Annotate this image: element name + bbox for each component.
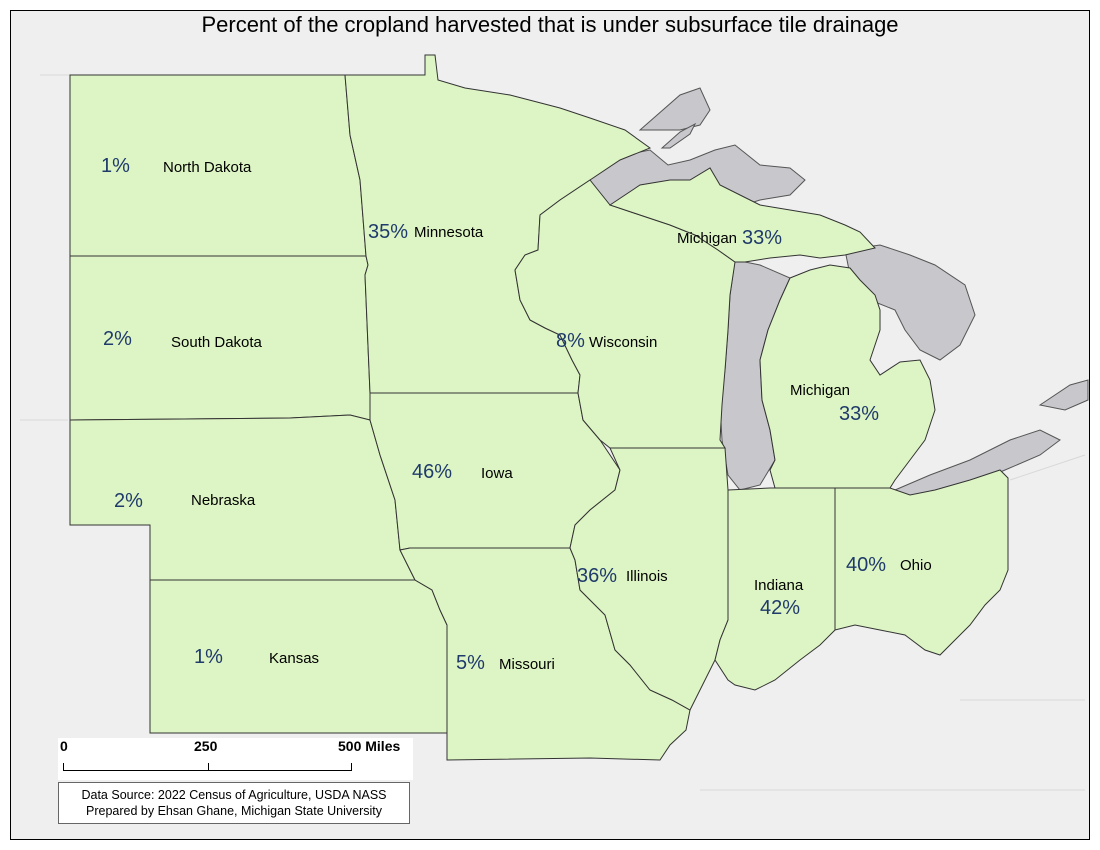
pct-wisconsin: 8%: [556, 330, 585, 352]
pct-michigan-up: 33%: [742, 227, 782, 249]
state-ohio: [834, 469, 1009, 656]
label-indiana: Indiana: [754, 577, 804, 594]
scale-line: [63, 770, 351, 771]
pct-illinois: 36%: [577, 565, 617, 587]
label-kansas: Kansas: [269, 650, 319, 667]
label-michigan-lp: Michigan: [790, 382, 850, 399]
state-michigan-lp: [759, 264, 936, 489]
pct-north-dakota: 1%: [101, 155, 130, 177]
label-iowa: Iowa: [481, 465, 513, 482]
lake-upper-north: [638, 87, 711, 131]
label-illinois: Illinois: [626, 568, 668, 585]
pct-ohio: 40%: [846, 554, 886, 576]
pct-kansas: 1%: [194, 646, 223, 668]
source-line-2: Prepared by Ehsan Ghane, Michigan State …: [86, 804, 382, 818]
pct-minnesota: 35%: [368, 221, 408, 243]
label-michigan-up: Michigan: [677, 230, 737, 247]
state-labels: North Dakota South Dakota Nebraska Kansa…: [163, 159, 932, 673]
scale-label-zero: 0: [60, 738, 68, 754]
pct-iowa: 46%: [412, 461, 452, 483]
scale-label-max: 500 Miles: [338, 738, 401, 754]
scale-tick: [63, 763, 64, 771]
state-michigan-up: [608, 167, 876, 263]
label-minnesota: Minnesota: [414, 224, 484, 241]
scale-tick: [351, 763, 352, 771]
source-line-1: Data Source: 2022 Census of Agriculture,…: [81, 788, 387, 802]
scale-bar: 0 250 500 Miles: [58, 738, 413, 780]
label-nebraska: Nebraska: [191, 492, 256, 509]
state-percents: 1% 2% 2% 1% 35% 46% 5% 8% 36% 42% 40% 33…: [101, 155, 886, 674]
scale-tick: [208, 763, 209, 771]
label-ohio: Ohio: [900, 557, 932, 574]
pct-south-dakota: 2%: [103, 328, 132, 350]
label-missouri: Missouri: [499, 656, 555, 673]
lake-isle-royale: [660, 122, 697, 149]
pct-missouri: 5%: [456, 652, 485, 674]
map-title: Percent of the cropland harvested that i…: [201, 12, 899, 37]
scale-label-mid: 250: [194, 738, 218, 754]
neighbor-borders: [20, 74, 1086, 791]
pct-indiana: 42%: [760, 597, 800, 619]
source-note: Data Source: 2022 Census of Agriculture,…: [58, 782, 410, 824]
pct-nebraska: 2%: [114, 490, 143, 512]
label-south-dakota: South Dakota: [171, 334, 263, 351]
pct-michigan-lp: 33%: [839, 403, 879, 425]
states: [69, 54, 1009, 761]
lake-ontario: [1038, 379, 1089, 411]
label-wisconsin: Wisconsin: [589, 334, 657, 351]
label-north-dakota: North Dakota: [163, 159, 252, 176]
